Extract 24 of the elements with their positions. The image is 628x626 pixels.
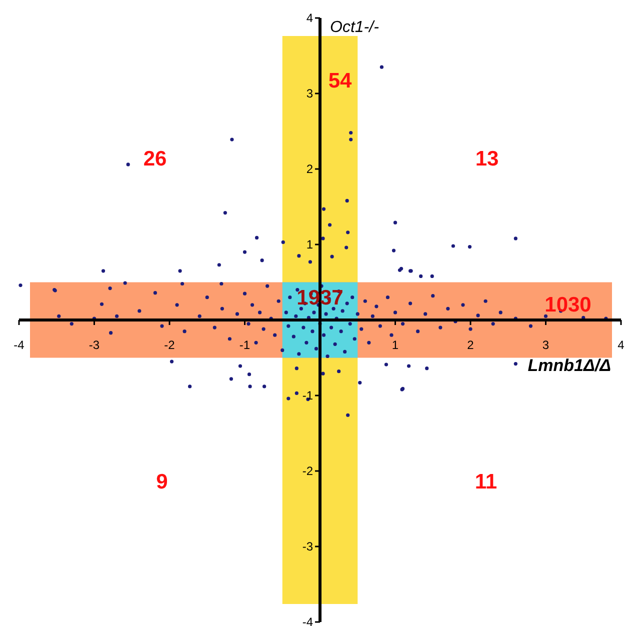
x-tick-label: 3 — [542, 338, 550, 352]
y-tick-label: 4 — [306, 11, 314, 25]
y-tick-label: -3 — [302, 540, 314, 554]
annotation: 13 — [475, 147, 499, 170]
x-tick-label: -3 — [88, 338, 100, 352]
x-tick-label: 2 — [467, 338, 474, 352]
annotation: 11 — [474, 470, 498, 494]
annotation: 26 — [143, 147, 167, 170]
y-tick-label: 2 — [306, 162, 314, 176]
y-tick-label: -2 — [302, 464, 314, 478]
x-tick-label: -4 — [14, 338, 25, 352]
annotation: 1030 — [544, 293, 592, 316]
x-tick-label: -2 — [164, 338, 176, 352]
x-tick-label: -1 — [239, 338, 250, 352]
annotation: 54 — [328, 69, 352, 92]
y-axis-title: Oct1-/- — [330, 19, 379, 36]
y-tick-label: 3 — [306, 86, 314, 100]
y-tick-label: -4 — [302, 615, 314, 626]
x-tick-label: 1 — [392, 338, 399, 352]
annotation: 9 — [156, 470, 168, 494]
x-axis-title: Lmnb1Δ/Δ — [528, 356, 611, 375]
y-tick-label: 1 — [306, 238, 314, 252]
y-tick-label: -1 — [302, 388, 314, 402]
x-tick-label: 4 — [618, 338, 625, 352]
